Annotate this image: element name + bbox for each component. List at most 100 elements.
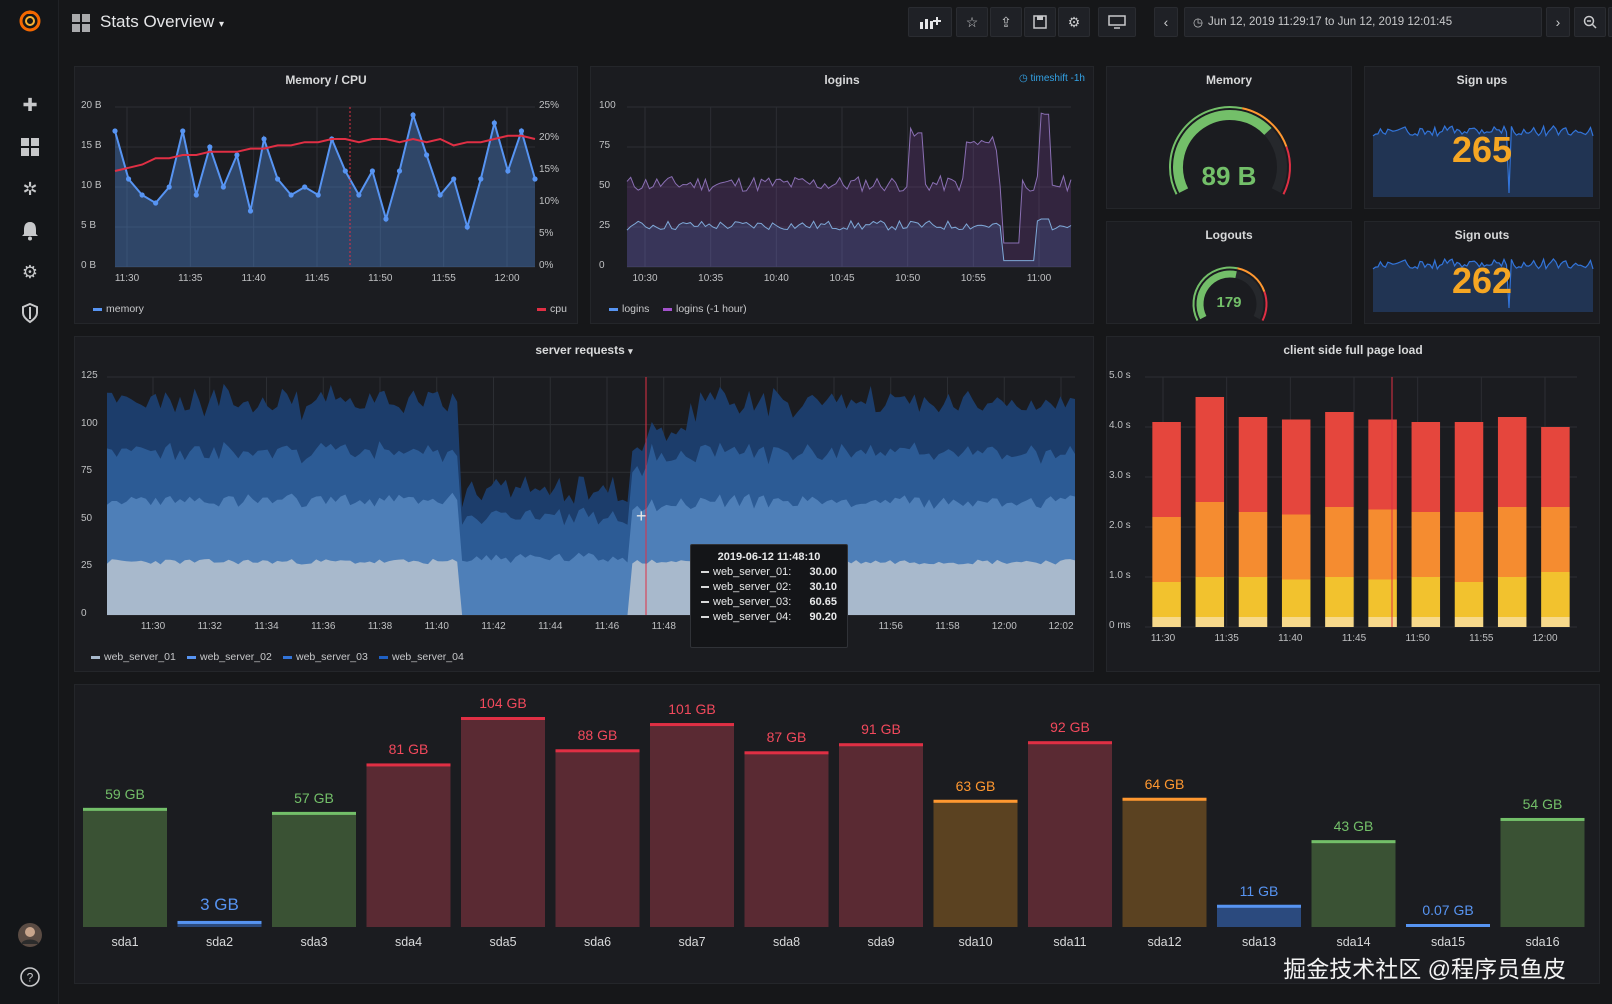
- bar-segment: [1152, 617, 1181, 627]
- x-tick-label: 11:45: [304, 273, 330, 284]
- user-avatar[interactable]: [17, 922, 43, 948]
- disk-usage-panel[interactable]: 59 GB sda1 3 GB sda2 57 GB sda3 81 GB sda4 104 G…: [74, 684, 1600, 984]
- legend-web-server-03[interactable]: web_server_03: [283, 651, 368, 663]
- refresh-button[interactable]: ↻ ▾: [1608, 7, 1612, 37]
- memory-point: [234, 152, 240, 158]
- legend-web-server-02[interactable]: web_server_02: [187, 651, 272, 663]
- memory-point: [125, 176, 132, 182]
- disk-name-label: sda12: [1147, 935, 1182, 949]
- bar-segment: [1497, 617, 1527, 627]
- bar-segment: [1411, 577, 1441, 617]
- alerting-bell-icon[interactable]: [17, 218, 43, 244]
- bar-segment: [1152, 422, 1181, 517]
- disk-bar: [1028, 741, 1112, 927]
- memory-point: [180, 128, 186, 134]
- y-tick-label: 0 B: [81, 260, 97, 271]
- panel-title: Memory / CPU: [285, 73, 367, 87]
- gear-icon[interactable]: ⚙: [21, 261, 39, 282]
- page-load-panel[interactable]: client side full page load 5.0 s 4.0 s 3.0…: [1106, 336, 1600, 672]
- grafana-logo-icon[interactable]: [17, 8, 43, 34]
- bar-segment: [1411, 422, 1441, 512]
- time-forward-chevron-icon[interactable]: ›: [1546, 7, 1570, 37]
- threshold-red: [1261, 291, 1268, 322]
- y-tick-label: 50: [599, 180, 611, 191]
- y-tick-label: 0: [81, 608, 87, 619]
- x-tick-label: 11:30: [1150, 633, 1176, 644]
- disk-name-label: sda15: [1430, 935, 1466, 949]
- logouts-gauge-panel[interactable]: Logouts 179: [1106, 221, 1352, 324]
- svg-text:?: ?: [27, 971, 34, 985]
- legend-logins[interactable]: logins: [609, 303, 649, 315]
- y-tick-label: 1.0 s: [1109, 570, 1131, 581]
- memory-point: [410, 112, 416, 118]
- legend-memory[interactable]: memory: [93, 303, 144, 315]
- share-icon[interactable]: ⇪: [990, 7, 1022, 37]
- plus-icon[interactable]: ✚: [22, 94, 38, 115]
- bar-segment: [1281, 419, 1311, 515]
- legend-web-server-01[interactable]: web_server_01: [91, 651, 176, 663]
- tooltip-row: web_server_03: 60.65: [701, 596, 837, 608]
- disk-value-label: 54 GB: [1522, 795, 1563, 812]
- memory-point: [424, 152, 430, 158]
- panel-title: Sign outs: [1454, 228, 1510, 242]
- signouts-panel[interactable]: Sign outs 262: [1364, 221, 1600, 324]
- zoom-out-icon[interactable]: [1574, 7, 1606, 37]
- memory-gauge-panel[interactable]: Memory 89 B: [1106, 66, 1352, 209]
- bar-segment: [1325, 617, 1354, 627]
- gauge-value: 89 B: [1201, 161, 1257, 191]
- disk-value-label: 101 GB: [668, 701, 716, 718]
- disk-bar: [83, 807, 167, 927]
- panel-title[interactable]: server requests ▾: [75, 343, 1093, 357]
- tv-mode-icon[interactable]: [1098, 7, 1136, 37]
- shield-icon[interactable]: [17, 300, 43, 326]
- disk-bar: [1217, 904, 1301, 927]
- save-icon[interactable]: [1024, 7, 1056, 37]
- x-tick-label: 11:40: [241, 273, 266, 284]
- time-back-chevron-icon[interactable]: ‹: [1154, 7, 1178, 37]
- disk-name-label: sda5: [489, 935, 517, 949]
- x-tick-label: 11:32: [197, 621, 222, 632]
- dashboards-icon[interactable]: [17, 134, 43, 160]
- settings-gear-icon[interactable]: ⚙: [1058, 7, 1090, 37]
- explore-icon[interactable]: ✲: [22, 178, 38, 199]
- x-tick-label: 11:35: [1214, 633, 1239, 644]
- legend-logins-1h[interactable]: logins (-1 hour): [663, 303, 747, 315]
- disk-bar-cap: [1500, 817, 1585, 821]
- memory-point: [505, 168, 511, 174]
- server-requests-panel[interactable]: server requests ▾ + 125 100 75 50 25 0 11:30 1…: [74, 336, 1094, 672]
- memory-point: [383, 216, 389, 222]
- stat-value: 262: [1451, 260, 1513, 301]
- help-icon[interactable]: ?: [17, 964, 43, 990]
- time-range-picker[interactable]: ◷ Jun 12, 2019 11:29:17 to Jun 12, 2019 …: [1184, 7, 1542, 37]
- add-panel-button[interactable]: [908, 7, 952, 37]
- disk-bar-cap: [366, 763, 451, 767]
- legend-cpu[interactable]: cpu: [537, 303, 567, 315]
- legend-web-server-04[interactable]: web_server_04: [379, 651, 464, 663]
- memory-point: [532, 176, 538, 182]
- tooltip-series-value: 30.00: [809, 566, 837, 578]
- legend-label: web_server_04: [392, 651, 464, 663]
- signups-panel[interactable]: Sign ups 265: [1364, 66, 1600, 209]
- disk-bar: [933, 799, 1018, 927]
- star-icon[interactable]: ☆: [956, 7, 988, 37]
- bar-segment: [1454, 582, 1484, 617]
- signouts-sparkline: [1372, 257, 1594, 312]
- memory-cpu-panel[interactable]: Memory / CPU 20 B 15 B 10 B 5 B 0 B 25% 20% 15…: [74, 66, 578, 324]
- disk-bar: [1122, 797, 1207, 927]
- top-navbar: Stats Overview ▾ ☆ ⇪ ⚙ ‹ ◷ Jun 12, 2019 …: [58, 0, 1612, 46]
- tooltip-rows: web_server_01: 30.00 web_server_02: 30.10 we…: [701, 566, 837, 623]
- disk-bar-cap: [1028, 741, 1112, 745]
- bar-segment: [1152, 517, 1181, 582]
- disk-bar-cap: [1311, 840, 1396, 844]
- tooltip-row: web_server_01: 30.00: [701, 566, 837, 578]
- dashboard-title[interactable]: Stats Overview ▾: [100, 12, 224, 32]
- threshold-red: [1282, 146, 1291, 195]
- x-tick-label: 11:58: [935, 621, 960, 632]
- x-tick-label: 12:02: [1048, 621, 1074, 632]
- x-tick-label: 10:55: [960, 273, 986, 284]
- logins-panel[interactable]: logins ◷ timeshift -1h 100 75 50 25 0 10:30 1…: [590, 66, 1094, 324]
- bar-segment: [1411, 512, 1441, 577]
- disk-bar-cap: [839, 743, 923, 747]
- disk-name-label: sda4: [394, 935, 423, 949]
- memory-point: [356, 192, 362, 198]
